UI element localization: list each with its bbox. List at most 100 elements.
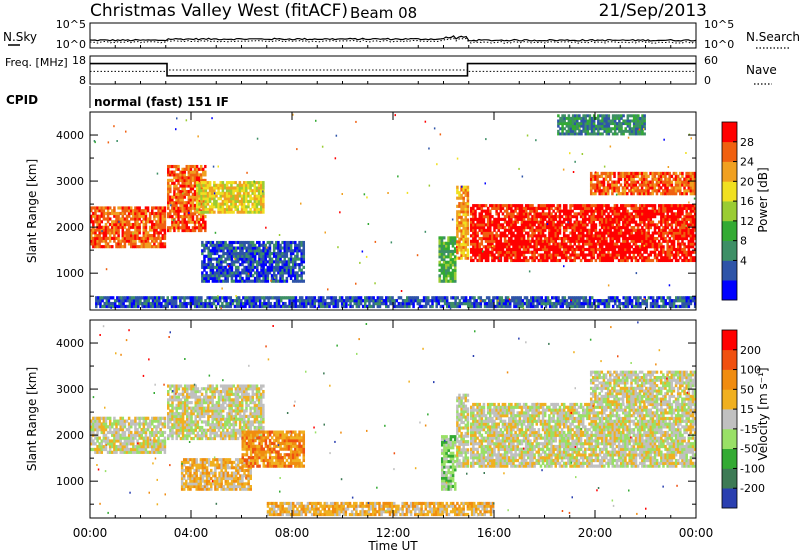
power-cell xyxy=(345,301,348,306)
power-cell xyxy=(470,223,473,227)
power-cell xyxy=(632,220,636,224)
power-cell xyxy=(598,223,602,227)
power-cell xyxy=(619,174,623,179)
power-cell xyxy=(539,242,543,246)
power-cell xyxy=(537,253,541,257)
power-cell xyxy=(630,171,633,176)
power-cell xyxy=(628,231,631,235)
power-cell xyxy=(577,231,581,235)
power-cell xyxy=(645,234,648,238)
power-cell xyxy=(247,210,250,214)
power-cell xyxy=(453,257,457,262)
power-cell xyxy=(653,171,657,176)
power-cell xyxy=(535,239,538,243)
power-cell xyxy=(213,274,217,278)
power-cell xyxy=(237,257,240,261)
power-cell xyxy=(641,234,644,238)
power-cell xyxy=(543,250,547,254)
power-cell xyxy=(351,304,354,309)
power-cell xyxy=(241,246,244,250)
power-cell xyxy=(206,183,210,187)
power-cell xyxy=(689,253,693,257)
power-cell xyxy=(562,253,566,257)
power-cell xyxy=(366,299,369,303)
power-cell xyxy=(567,209,570,213)
power-cell xyxy=(613,250,617,254)
power-cell xyxy=(501,217,505,221)
power-cell xyxy=(611,180,614,184)
power-cell xyxy=(218,276,221,281)
power-cell xyxy=(309,299,312,303)
power-cell xyxy=(102,234,106,238)
power-cell xyxy=(206,301,209,306)
power-cell xyxy=(588,253,591,257)
power-cell xyxy=(260,263,263,267)
power-cell xyxy=(681,180,684,184)
power-cell xyxy=(636,215,640,219)
power-cell xyxy=(397,301,401,306)
power-cell xyxy=(489,236,492,241)
power-cell xyxy=(632,180,635,184)
power-cell xyxy=(234,268,238,272)
power-cell xyxy=(252,299,256,303)
power-cell xyxy=(546,215,549,219)
power-cell xyxy=(533,228,536,232)
power-cell xyxy=(464,248,468,252)
power-cell xyxy=(275,276,278,281)
power-cell xyxy=(300,276,303,281)
power-cell xyxy=(541,239,545,243)
power-cell xyxy=(503,258,507,263)
power-cell xyxy=(579,223,583,227)
power-cell xyxy=(300,279,303,283)
power-cell xyxy=(445,279,448,283)
power-cell xyxy=(458,256,461,260)
power-cell xyxy=(527,220,530,224)
power-cell xyxy=(552,231,555,235)
power-cell xyxy=(571,119,575,123)
power-cell xyxy=(217,205,220,209)
power-cell xyxy=(247,199,250,203)
power-cell xyxy=(121,211,125,216)
power-cell xyxy=(236,199,240,203)
power-cell xyxy=(102,228,106,232)
power-cell xyxy=(208,189,212,193)
power-cell xyxy=(144,236,148,240)
power-cell xyxy=(134,222,137,227)
power-cell xyxy=(175,198,178,202)
power-cell xyxy=(185,215,189,219)
power-cell xyxy=(458,193,461,197)
power-cell xyxy=(505,228,509,232)
power-cell xyxy=(353,301,356,306)
power-cell xyxy=(462,221,465,225)
power-cell xyxy=(256,265,259,269)
power-cell xyxy=(248,301,251,306)
power-cell xyxy=(512,242,515,246)
power-cell xyxy=(251,257,255,261)
power-cell xyxy=(562,212,566,216)
power-cell xyxy=(638,231,642,235)
power-cell xyxy=(672,204,676,208)
power-cell xyxy=(624,122,627,126)
power-cell xyxy=(223,199,227,203)
power-cell xyxy=(514,256,517,260)
power-cell xyxy=(225,207,229,212)
power-cell xyxy=(121,231,125,235)
power-cell xyxy=(117,242,120,246)
power-cell xyxy=(611,212,615,216)
power-cell xyxy=(120,296,123,300)
power-cell xyxy=(222,246,225,250)
power-cell xyxy=(617,180,621,184)
power-cell xyxy=(533,247,536,252)
power-cell xyxy=(300,240,303,245)
power-cell xyxy=(558,220,562,224)
power-cell xyxy=(565,132,569,136)
power-cell xyxy=(464,256,468,260)
power-cell xyxy=(592,242,596,246)
power-cell xyxy=(309,304,312,309)
power-cell xyxy=(228,240,232,245)
power-cell xyxy=(689,204,693,208)
power-cell xyxy=(567,124,571,128)
power-cell xyxy=(693,236,697,241)
power-cell xyxy=(486,209,490,213)
